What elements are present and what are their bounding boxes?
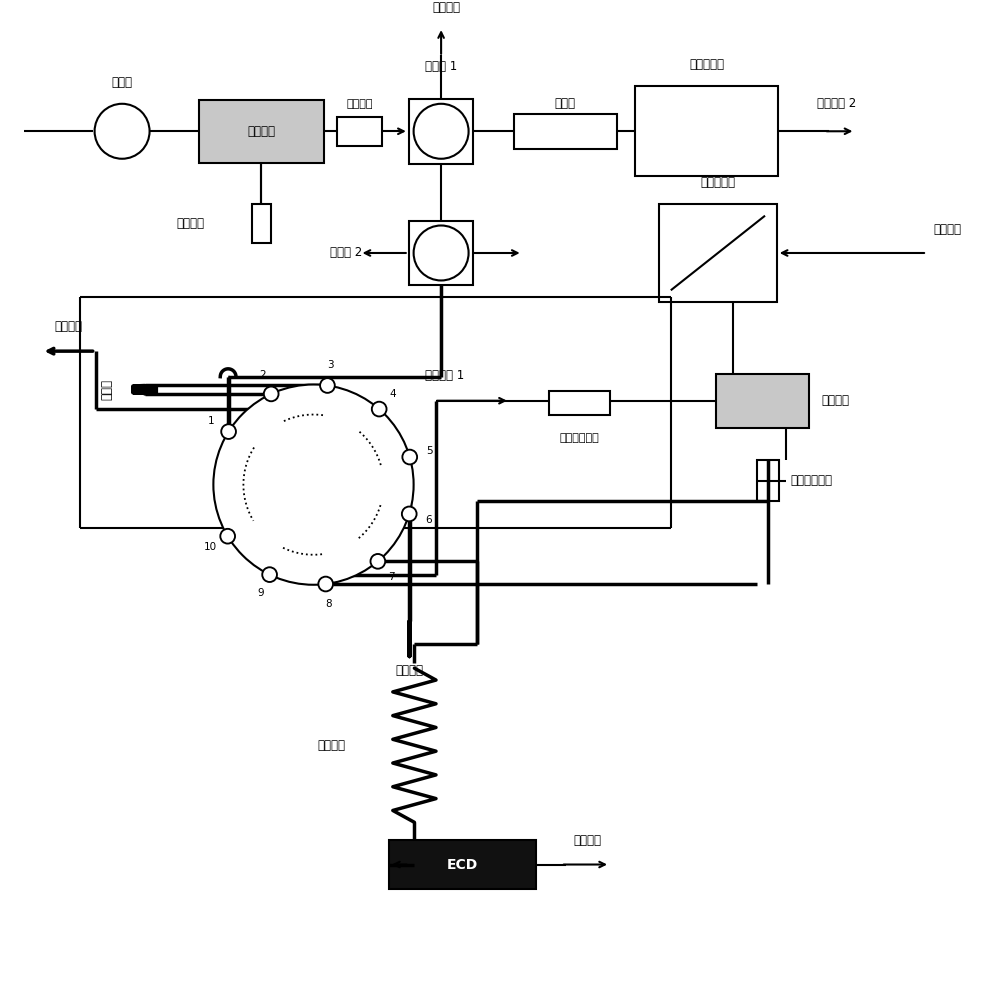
Text: 氮气三通: 氮气三通 bbox=[821, 394, 849, 407]
Text: 样品泵: 样品泵 bbox=[112, 75, 133, 89]
Bar bbox=[635, 86, 778, 176]
Text: 反吹放空: 反吹放空 bbox=[432, 1, 460, 14]
Text: 分析放空: 分析放空 bbox=[573, 835, 601, 847]
Bar bbox=[409, 221, 473, 285]
Circle shape bbox=[320, 378, 335, 393]
Circle shape bbox=[264, 386, 279, 401]
Circle shape bbox=[220, 529, 235, 544]
Bar bbox=[252, 204, 271, 244]
Circle shape bbox=[402, 507, 417, 522]
Circle shape bbox=[95, 104, 150, 158]
Circle shape bbox=[318, 576, 333, 591]
Bar bbox=[514, 114, 617, 148]
Text: 10: 10 bbox=[203, 542, 217, 551]
Text: 卤素气阵: 卤素气阵 bbox=[346, 99, 373, 109]
Bar bbox=[409, 99, 473, 163]
Text: 氮气反吹: 氮气反吹 bbox=[54, 320, 82, 333]
Text: 5: 5 bbox=[426, 446, 433, 456]
Bar bbox=[549, 391, 610, 415]
Text: 7: 7 bbox=[388, 572, 394, 582]
Text: 2: 2 bbox=[259, 370, 266, 380]
Text: 色谱主柱: 色谱主柱 bbox=[317, 739, 345, 751]
Text: 3: 3 bbox=[327, 360, 334, 370]
Bar bbox=[716, 373, 809, 428]
Circle shape bbox=[370, 554, 385, 568]
Bar bbox=[337, 117, 382, 146]
Text: 色谱预柱: 色谱预柱 bbox=[395, 663, 423, 677]
Text: 氮气载气: 氮气载气 bbox=[934, 223, 962, 236]
Circle shape bbox=[414, 226, 469, 280]
Bar bbox=[389, 840, 536, 889]
Text: 样品三通: 样品三通 bbox=[247, 125, 275, 138]
Text: 卤素传感器: 卤素传感器 bbox=[689, 58, 724, 71]
Circle shape bbox=[372, 402, 387, 417]
Text: 4: 4 bbox=[389, 388, 396, 399]
Text: 压力控制器: 压力控制器 bbox=[700, 176, 735, 189]
Circle shape bbox=[221, 425, 236, 439]
Text: 定量管: 定量管 bbox=[101, 379, 114, 400]
Text: 1: 1 bbox=[208, 416, 214, 426]
Text: 6: 6 bbox=[426, 515, 432, 525]
Text: 样品放空 1: 样品放空 1 bbox=[425, 368, 465, 382]
Circle shape bbox=[213, 384, 414, 585]
Text: 9: 9 bbox=[257, 588, 264, 598]
Circle shape bbox=[402, 449, 417, 464]
Text: 氮气分析气阵: 氮气分析气阵 bbox=[560, 434, 599, 444]
Bar bbox=[199, 100, 324, 162]
Text: 电磁阀 1: 电磁阀 1 bbox=[425, 60, 457, 73]
Bar bbox=[757, 460, 779, 501]
Text: 样品气阵: 样品气阵 bbox=[177, 217, 205, 230]
Text: 8: 8 bbox=[325, 600, 332, 610]
Text: 氮气反吹气阵: 氮气反吹气阵 bbox=[791, 474, 833, 487]
Text: 样品放空 2: 样品放空 2 bbox=[817, 97, 856, 110]
Text: 脱氢管: 脱氢管 bbox=[555, 97, 576, 110]
Bar bbox=[659, 204, 777, 302]
Circle shape bbox=[262, 567, 277, 582]
Circle shape bbox=[414, 104, 469, 158]
Text: 电磁阀 2: 电磁阀 2 bbox=[330, 247, 363, 259]
Text: ECD: ECD bbox=[447, 857, 478, 871]
